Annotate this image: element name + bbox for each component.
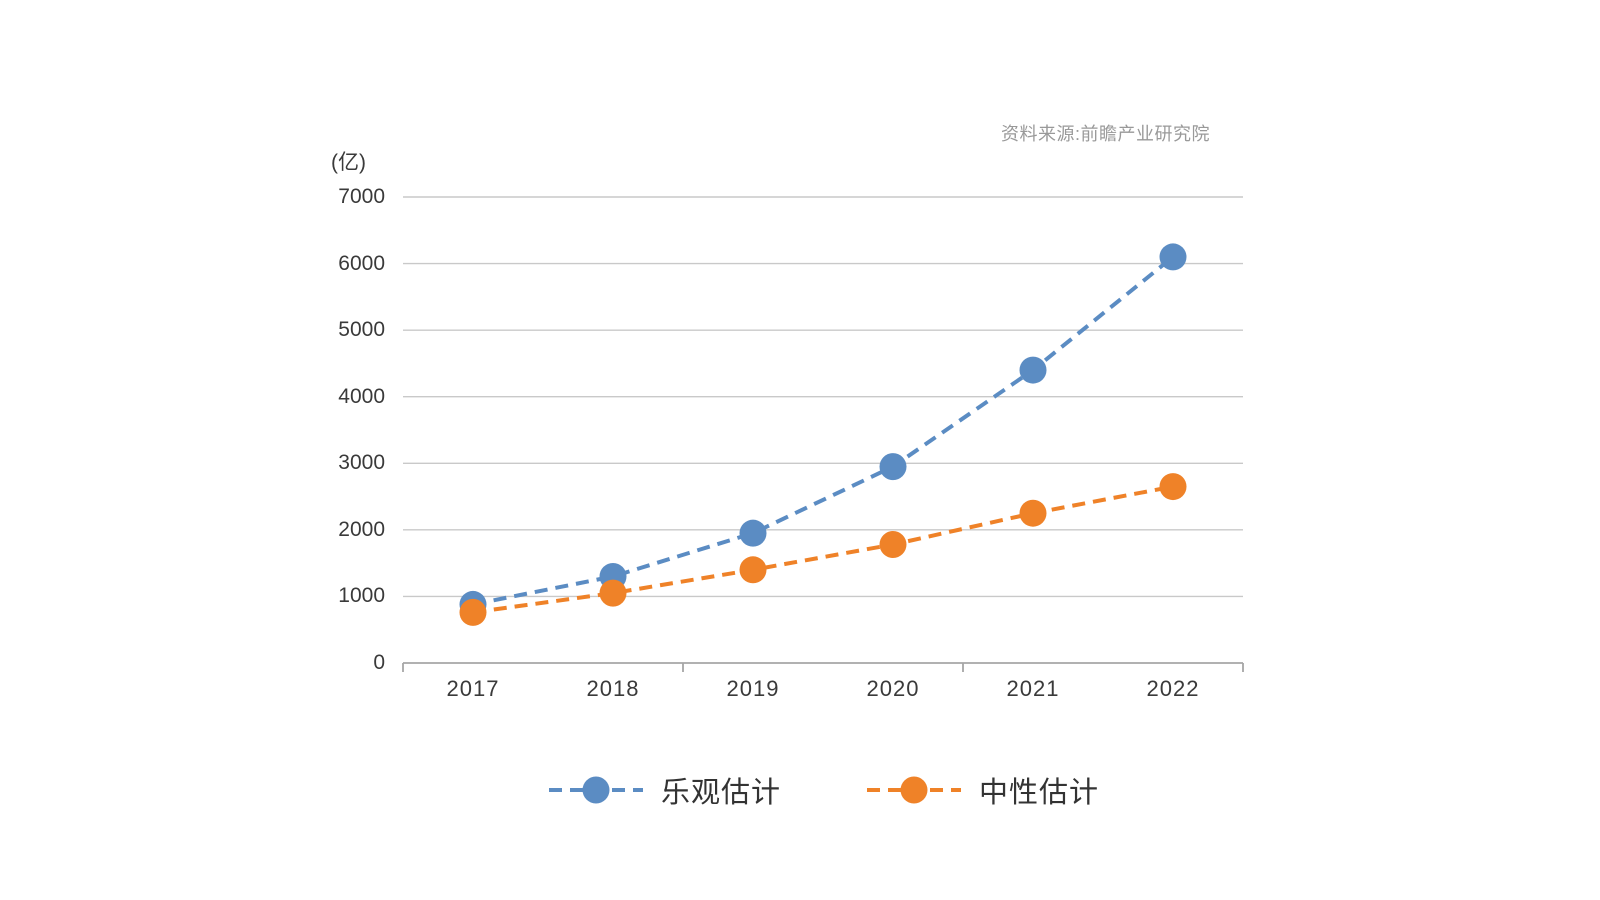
x-tick-label: 2017 [446,676,500,701]
y-tick-label: 6000 [338,251,385,275]
y-tick-label: 7000 [338,185,385,208]
legend: 乐观估计 中性估计 [403,766,1243,814]
x-tick-label: 2020 [866,676,920,701]
x-tick-label: 2022 [1146,676,1200,701]
x-tick-label: 2021 [1006,676,1060,701]
x-tick-label: 2018 [586,676,640,701]
y-tick-label: 3000 [338,451,385,475]
y-tick-label: 1000 [338,584,385,608]
y-axis-unit-label: (亿) [331,151,366,174]
legend-line-sample-neutral [867,776,961,804]
y-tick-label: 2000 [338,517,385,541]
legend-marker-circle-neutral [900,776,928,804]
legend-item-optimistic: 乐观估计 [547,769,781,811]
x-tick-label: 2019 [726,676,780,701]
y-tick-label: 5000 [338,318,385,342]
legend-label-optimistic: 乐观估计 [660,777,781,809]
legend-marker-circle-optimistic [582,776,610,804]
legend-label-neutral: 中性估计 [979,777,1100,809]
source-note: 资料来源:前瞻产业研究院 [1001,124,1210,144]
y-tick-label: 4000 [338,384,385,408]
legend-line-sample-optimistic [548,776,643,804]
y-tick-label: 0 [373,651,385,674]
legend-item-neutral: 中性估计 [865,769,1099,811]
